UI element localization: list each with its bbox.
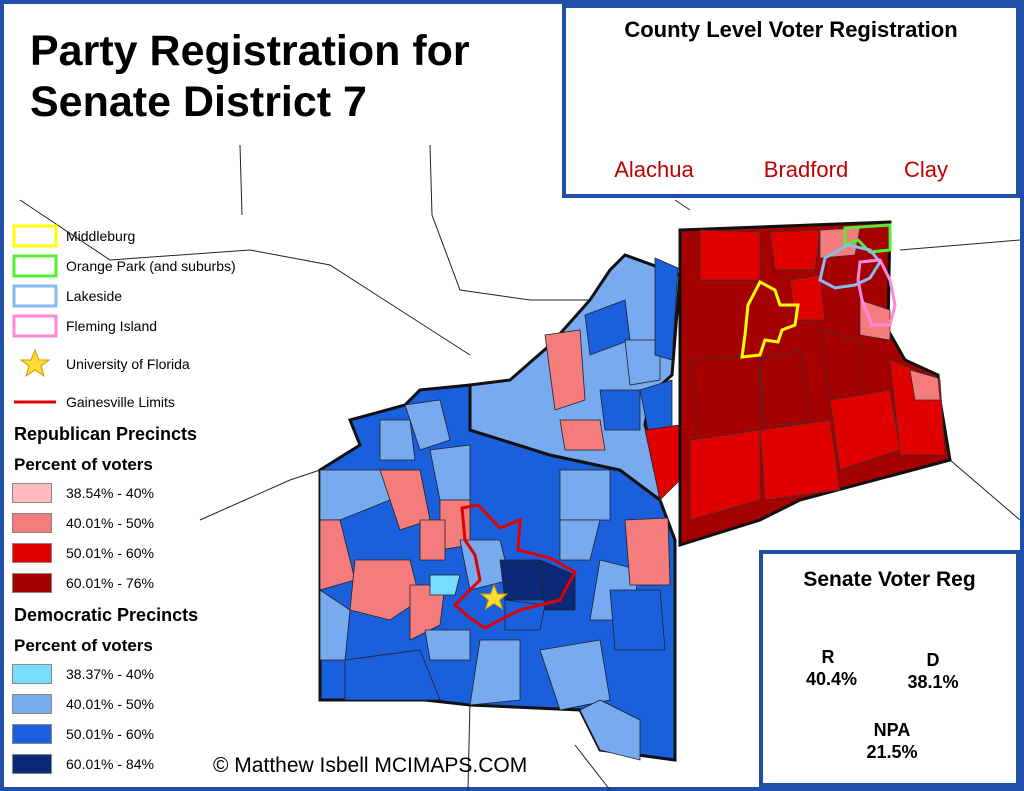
senate-label-r-pct: 40.4% bbox=[806, 669, 858, 689]
legend-republican-label-0: 38.54% - 40% bbox=[66, 485, 154, 501]
middleburg-swatch bbox=[12, 224, 58, 248]
orange-park-swatch bbox=[12, 254, 58, 278]
lakeside-outline bbox=[818, 243, 882, 290]
senate-label-npa-party: NPA bbox=[873, 720, 911, 740]
legend-democratic-swatch-1 bbox=[12, 694, 52, 714]
map-title-line2: Senate District 7 bbox=[30, 78, 367, 126]
legend-democratic-bin-3: 60.01% - 84% bbox=[12, 752, 154, 776]
legend-republican-bin-2: 50.01% - 60% bbox=[12, 541, 154, 565]
legend-democratic-label-0: 38.37% - 40% bbox=[66, 666, 154, 682]
senate-label-r-party: R bbox=[821, 647, 835, 667]
legend-fleming-island-label: Fleming Island bbox=[66, 318, 158, 334]
university-of-florida-star-icon bbox=[479, 583, 509, 611]
legend-republican-label-2: 50.01% - 60% bbox=[66, 545, 154, 561]
background-county-lines bbox=[19, 144, 1021, 791]
county-panel-title: County Level Voter Registration bbox=[624, 17, 958, 42]
legend-republican-bin-0: 38.54% - 40% bbox=[12, 481, 154, 505]
legend-republican-bin-1: 40.01% - 50% bbox=[12, 511, 154, 535]
senate-label-d-pct: 38.1% bbox=[907, 672, 959, 692]
bradford-precincts bbox=[544, 257, 681, 501]
legend-democratic-bin-0: 38.37% - 40% bbox=[12, 662, 154, 686]
senate-label-d: D 38.1% bbox=[900, 649, 966, 693]
legend-republican-swatch-1 bbox=[12, 513, 52, 533]
legend-democratic-label-3: 60.01% - 84% bbox=[66, 756, 154, 772]
legend-boundary-swatches bbox=[12, 224, 58, 338]
legend-republican-bin-3: 60.01% - 76% bbox=[12, 571, 154, 595]
county-label-alachua: Alachua bbox=[614, 157, 694, 182]
legend-star-icon bbox=[19, 348, 51, 378]
senate-panel-title: Senate Voter Reg bbox=[803, 568, 976, 591]
legend-republican-heading: Republican Precincts bbox=[14, 424, 198, 444]
legend-middleburg: Middleburg bbox=[12, 224, 135, 248]
map-title: Party Registration for Senate District 7 bbox=[30, 26, 470, 128]
legend-democratic-swatch-0 bbox=[12, 664, 52, 684]
county-label-clay: Clay bbox=[903, 157, 948, 182]
clay-precincts bbox=[689, 227, 946, 521]
gainesville-limits bbox=[452, 503, 578, 630]
legend-republican-swatch-0 bbox=[12, 483, 52, 503]
legend-democratic-swatch-2 bbox=[12, 724, 52, 744]
legend-lakeside: Lakeside bbox=[12, 284, 122, 308]
legend-democratic-label-2: 50.01% - 60% bbox=[66, 726, 154, 742]
senate-panel: Senate Voter Reg bbox=[759, 550, 1020, 787]
legend-orange-park-label: Orange Park (and suburbs) bbox=[66, 258, 236, 274]
legend-democratic-bin-1: 40.01% - 50% bbox=[12, 692, 154, 716]
legend-middleburg-label: Middleburg bbox=[66, 228, 136, 244]
legend-republican-swatch-2 bbox=[12, 543, 52, 563]
fleming-island-outline bbox=[856, 258, 897, 327]
legend-lakeside-label: Lakeside bbox=[66, 288, 123, 304]
senate-label-npa: NPA 21.5% bbox=[862, 719, 922, 763]
map-title-line1: Party Registration for bbox=[30, 27, 470, 75]
county-label-bradford: Bradford bbox=[763, 157, 849, 182]
legend-uf-label: University of Florida bbox=[66, 356, 190, 372]
legend-democratic-heading: Democratic Precincts bbox=[14, 605, 199, 625]
county-level-panel: County Level Voter Registration bbox=[562, 4, 1020, 198]
legend-republican-swatch-3 bbox=[12, 573, 52, 593]
legend-uf: University of Florida bbox=[12, 352, 190, 376]
alachua-precincts bbox=[319, 399, 671, 761]
legend-democratic-bin-2: 50.01% - 60% bbox=[12, 722, 154, 746]
lakeside-swatch bbox=[12, 284, 58, 308]
legend-orange-park: Orange Park (and suburbs) bbox=[12, 254, 236, 278]
legend-republican-subheading: Percent of voters bbox=[14, 455, 153, 474]
senate-label-npa-pct: 21.5% bbox=[866, 742, 918, 762]
fleming-island-swatch bbox=[12, 314, 58, 338]
legend-democratic-swatch-3 bbox=[12, 754, 52, 774]
legend-democratic-subheading: Percent of voters bbox=[14, 636, 153, 655]
legend-gainesville-label: Gainesville Limits bbox=[66, 394, 175, 410]
senate-label-d-party: D bbox=[926, 650, 940, 670]
legend-gainesville: Gainesville Limits bbox=[12, 390, 175, 414]
legend-democratic-label-1: 40.01% - 50% bbox=[66, 696, 154, 712]
senate-label-r: R 40.4% bbox=[806, 646, 857, 690]
middleburg-outline bbox=[740, 279, 800, 359]
legend-fleming-island: Fleming Island bbox=[12, 314, 157, 338]
credit-text: © Matthew Isbell MCIMAPS.COM bbox=[213, 754, 528, 777]
legend-republican-label-1: 40.01% - 50% bbox=[66, 515, 154, 531]
legend-republican-label-3: 60.01% - 76% bbox=[66, 575, 154, 591]
